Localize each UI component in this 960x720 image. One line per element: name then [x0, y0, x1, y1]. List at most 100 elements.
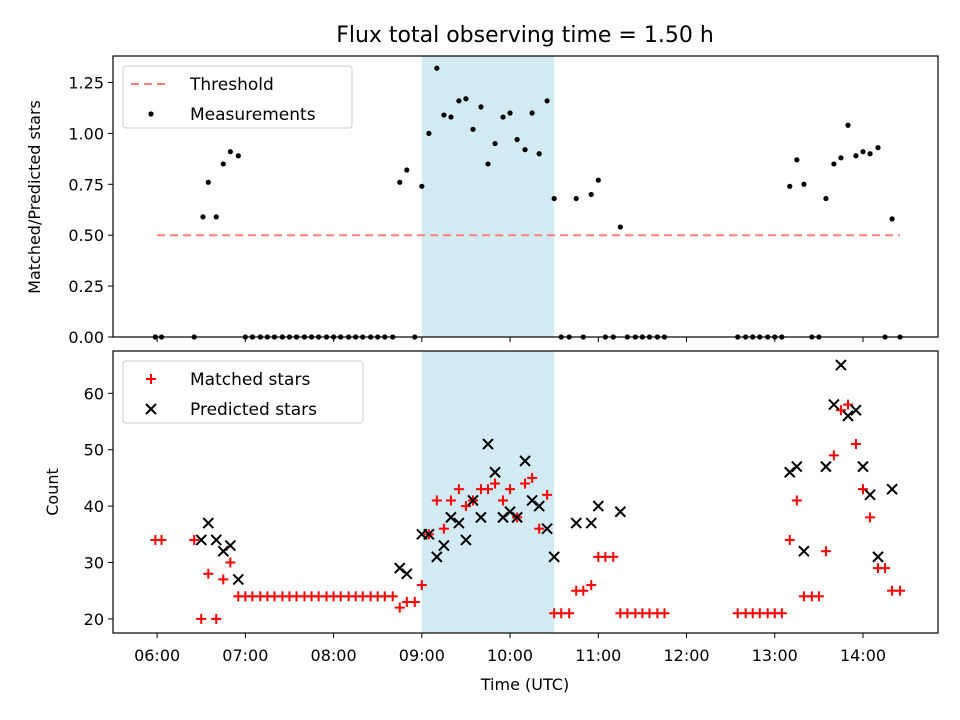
- predicted-stars-point: [431, 551, 443, 563]
- matched-stars-point: [527, 472, 538, 483]
- matched-stars-point: [431, 495, 442, 506]
- count-axes-frame: [112, 350, 939, 634]
- measurements-point: [875, 145, 881, 151]
- predicted-stars-point: [202, 517, 215, 529]
- count-xtick-label: 06:00: [134, 646, 180, 665]
- predicted-stars-point: [232, 573, 245, 586]
- measurements-point: [595, 177, 601, 183]
- legend-item-matched-stars: Matched stars: [146, 370, 310, 390]
- measurements-point: [492, 140, 498, 147]
- ratio-ytick-label: 0.25: [68, 277, 104, 296]
- count-series-layer: [150, 359, 906, 624]
- matched-stars-point: [895, 585, 906, 596]
- ratio-y-axis-label: Matched/Predicted stars: [25, 100, 44, 294]
- measurements-point: [434, 65, 440, 71]
- predicted-stars-point: [482, 438, 494, 450]
- legend-label-matched-stars: Matched stars: [190, 370, 310, 390]
- legend-item-predicted-stars: Predicted stars: [145, 400, 317, 420]
- measurements-point: [227, 149, 233, 155]
- x-axis-label: Time (UTC): [480, 675, 569, 694]
- matched-stars-point: [156, 534, 167, 545]
- matched-stars-point: [828, 450, 839, 461]
- matched-stars-point: [776, 608, 787, 619]
- count-ytick-label: 30: [84, 554, 104, 573]
- measurements-point: [831, 161, 837, 167]
- predicted-stars-point: [497, 511, 509, 524]
- matched-stars-point: [505, 484, 516, 495]
- measurements-point: [235, 153, 241, 159]
- predicted-stars-point: [475, 511, 487, 524]
- measurements-point: [205, 179, 211, 185]
- predicted-stars-point: [541, 522, 553, 535]
- measurements-point: [470, 126, 476, 132]
- legend-item-measurements: Measurements: [148, 105, 316, 125]
- predicted-stars-point: [519, 455, 531, 467]
- count-y-ticks: 20 30 40 50 60: [84, 384, 113, 629]
- predicted-stars-point: [548, 551, 560, 563]
- ratio-series-layer: [152, 65, 903, 340]
- matched-stars-point: [453, 484, 464, 495]
- predicted-stars-point: [614, 506, 627, 518]
- matched-stars-point: [843, 399, 853, 410]
- matched-stars-point: [416, 580, 427, 591]
- predicted-stars-point: [570, 517, 582, 529]
- matched-stars-point: [490, 478, 501, 489]
- matched-stars-point: [196, 613, 207, 624]
- measurements-point: [220, 161, 226, 167]
- matched-stars-point: [813, 591, 824, 602]
- count-panel: 20 30 40 50 60 06:00 07:00 08:00 09:00 10:00 11:0…: [43, 350, 939, 694]
- matched-stars-point: [409, 596, 420, 607]
- count-xtick-label: 11:00: [575, 646, 621, 665]
- measurements-point: [838, 155, 844, 161]
- ratio-ytick-label: 0.00: [68, 328, 104, 347]
- predicted-stars-point: [511, 511, 523, 524]
- matched-stars-point: [608, 551, 619, 562]
- matched-stars-point: [820, 546, 831, 557]
- matched-stars-point: [520, 478, 531, 489]
- legend-label-predicted-stars: Predicted stars: [190, 400, 317, 420]
- measurements-point: [397, 179, 403, 185]
- count-xtick-label: 07:00: [222, 646, 268, 665]
- count-xtick-label: 09:00: [399, 646, 445, 665]
- measurements-point: [573, 195, 579, 202]
- matched-stars-point: [858, 484, 868, 495]
- predicted-stars-point: [526, 494, 538, 507]
- count-y-axis-label: Count: [43, 468, 62, 516]
- predicted-stars-point: [835, 359, 847, 371]
- matched-stars-point: [498, 495, 508, 506]
- count-xtick-label: 13:00: [752, 646, 798, 665]
- legend-label-measurements: Measurements: [190, 105, 316, 125]
- matched-stars-point: [218, 574, 229, 585]
- measurements-point: [213, 214, 219, 220]
- predicted-stars-point: [423, 528, 435, 541]
- measurements-point: [588, 191, 594, 198]
- ratio-ytick-label: 1.00: [68, 124, 104, 143]
- count-legend-box: [122, 360, 364, 424]
- measurements-point: [867, 151, 873, 157]
- predicted-stars-point: [489, 466, 501, 478]
- count-ytick-label: 40: [84, 497, 104, 516]
- legend-swatch: [146, 374, 156, 384]
- predicted-stars-point: [467, 494, 479, 507]
- matched-stars-point: [850, 439, 861, 450]
- measurements-point: [853, 153, 859, 159]
- matched-stars-point: [211, 613, 222, 624]
- ratio-axes-frame: [112, 55, 939, 338]
- measurements-point: [845, 122, 851, 128]
- measurements-point: [794, 157, 800, 163]
- legend-label-threshold: Threshold: [189, 75, 274, 95]
- matched-stars-point: [564, 608, 575, 619]
- count-ytick-label: 50: [84, 441, 104, 460]
- measurements-point: [522, 147, 528, 153]
- ratio-ytick-label: 0.50: [68, 226, 104, 245]
- predicted-stars-point: [224, 539, 237, 552]
- measurements-point: [787, 183, 793, 189]
- predicted-stars-point: [592, 500, 605, 512]
- matched-stars-point: [784, 534, 795, 545]
- measurements-point: [617, 224, 623, 230]
- measurements-point: [889, 216, 895, 222]
- matched-stars-point: [189, 534, 200, 545]
- measurements-point: [485, 161, 491, 167]
- measurements-point: [426, 130, 432, 136]
